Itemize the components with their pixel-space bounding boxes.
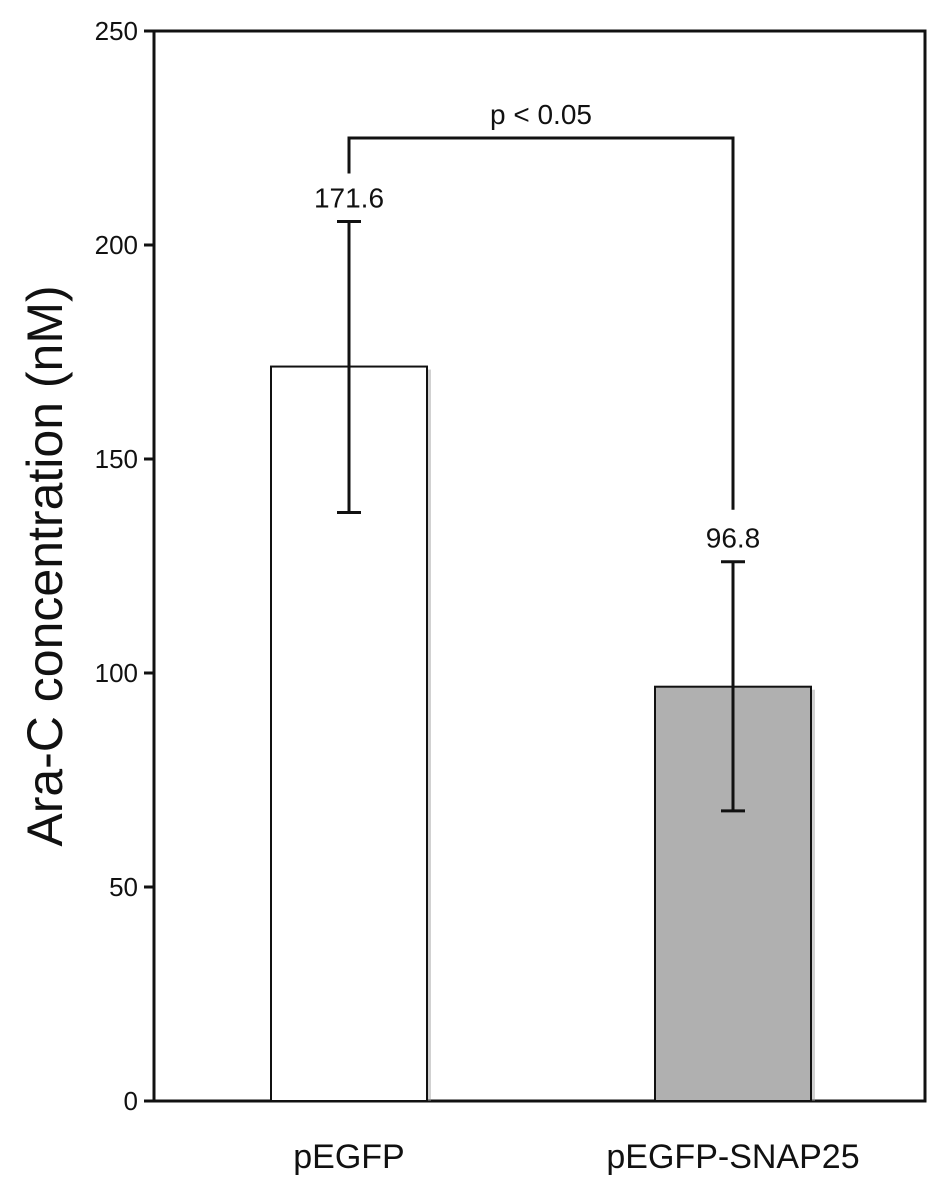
y-axis: 0 50 100 150 200 250 [95,16,154,1116]
y-tick-label: 250 [95,16,138,46]
error-bar-pEGFP-SNAP25 [721,560,745,813]
y-tick-label: 50 [109,872,138,902]
bracket-line [347,136,735,510]
data-labels: 171.6 96.8 [314,182,760,553]
x-tick-label-pEGFP-SNAP25: pEGFP-SNAP25 [606,1138,859,1176]
data-label-pEGFP: 171.6 [314,182,384,213]
y-tick-label: 0 [124,1086,138,1116]
error-bars [337,219,745,813]
y-tick-label: 150 [95,444,138,474]
x-axis: pEGFP pEGFP-SNAP25 [293,1138,859,1176]
y-tick-label: 200 [95,230,138,260]
bars [270,365,815,1102]
x-tick-label-pEGFP: pEGFP [293,1138,404,1176]
y-axis-label: Ara-C concentration (nM) [17,285,73,846]
y-tick-label: 100 [95,658,138,688]
significance-bracket: p < 0.05 [347,99,735,510]
p-value-label: p < 0.05 [490,99,592,130]
plot-frame [152,29,927,1103]
data-label-pEGFP-SNAP25: 96.8 [706,523,761,554]
error-bar-pEGFP [337,219,361,514]
